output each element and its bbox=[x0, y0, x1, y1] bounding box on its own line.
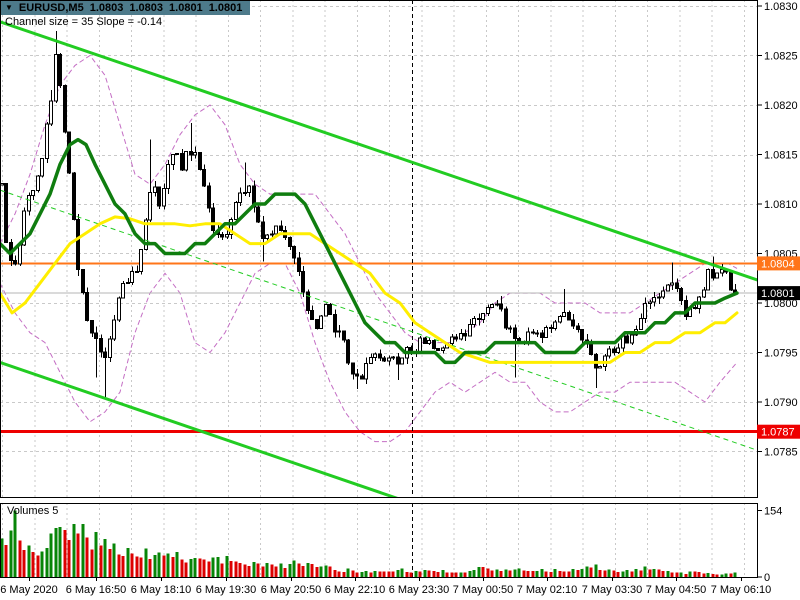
candlesticks bbox=[0, 30, 737, 398]
support-level-badge-label: 1.0787 bbox=[761, 427, 795, 439]
ohlc-open-value: 1.0803 bbox=[89, 2, 124, 14]
ohlc-high-value: 1.0803 bbox=[129, 2, 164, 14]
volumes-indicator-label: Volumes 5 bbox=[7, 505, 59, 517]
time-tick-label: 7 May 06:10 bbox=[711, 584, 772, 596]
symbol-timeframe-label: EURUSD,M5 bbox=[18, 2, 84, 14]
ma-yellow-line bbox=[0, 215, 739, 364]
time-tick-label: 6 May 20:50 bbox=[261, 584, 322, 596]
resistance-level-badge-label: 1.0804 bbox=[761, 258, 795, 270]
price-tick-label: 1.0795 bbox=[764, 348, 798, 360]
volume-tick-label: 154 bbox=[764, 506, 782, 518]
main-pane-border bbox=[0, 0, 758, 498]
regression-channel[interactable] bbox=[0, 20, 758, 600]
price-tick-label: 1.0800 bbox=[764, 298, 798, 310]
support-level-badge bbox=[757, 424, 800, 439]
price-tick-label: 1.0810 bbox=[764, 199, 798, 211]
resistance-level-badge bbox=[757, 256, 800, 271]
current-bid-badge-label: 1.0801 bbox=[761, 288, 795, 300]
price-tick-label: 1.0815 bbox=[764, 150, 798, 162]
price-tick-label: 1.0790 bbox=[764, 397, 798, 409]
channel-lower-line bbox=[0, 360, 401, 498]
volume-pane[interactable] bbox=[0, 503, 745, 578]
time-axis[interactable]: 6 May 2020 6 May 16:50 6 May 18:10 6 May 19… bbox=[0, 578, 771, 596]
grid bbox=[0, 0, 758, 498]
ohlc-low-value: 1.0801 bbox=[169, 2, 203, 14]
time-tick-label: 6 May 19:30 bbox=[196, 584, 257, 596]
volume-bars bbox=[0, 510, 737, 577]
time-tick-label: 7 May 00:50 bbox=[453, 584, 514, 596]
price-tick-label: 1.0785 bbox=[764, 447, 798, 459]
channel-upper-line bbox=[0, 20, 758, 282]
price-tick-label: 1.0820 bbox=[764, 100, 798, 112]
ma-green-line bbox=[0, 137, 739, 365]
price-tick-label: 1.0830 bbox=[764, 1, 798, 13]
time-tick-label: 6 May 18:10 bbox=[131, 584, 192, 596]
volume-tick-label: 0 bbox=[764, 572, 770, 584]
bollinger-lower-band bbox=[0, 262, 738, 443]
time-tick-label: 7 May 02:10 bbox=[517, 584, 578, 596]
time-tick-label: 7 May 04:50 bbox=[646, 584, 707, 596]
channel-info-label: Channel size = 35 Slope = -0.14 bbox=[5, 16, 163, 28]
time-tick-label: 6 May 16:50 bbox=[66, 584, 127, 596]
time-tick-label: 6 May 22:10 bbox=[325, 584, 386, 596]
time-tick-label: 6 May 2020 bbox=[0, 584, 57, 596]
price-axis[interactable]: 1.08301.08251.08201.08151.08101.08051.08… bbox=[757, 1, 800, 584]
chart-menu-arrow-icon[interactable]: ▼ bbox=[5, 3, 13, 12]
channel-middle-line bbox=[0, 189, 758, 451]
main-pane[interactable] bbox=[0, 0, 758, 600]
current-bid-badge bbox=[757, 286, 800, 301]
price-tick-label: 1.0825 bbox=[764, 51, 798, 63]
symbol-info-bar[interactable]: ▼ EURUSD,M5 1.0803 1.0803 1.0801 1.0801 bbox=[1, 1, 251, 15]
time-tick-label: 6 May 23:30 bbox=[389, 584, 450, 596]
volume-pane-border bbox=[0, 503, 758, 578]
time-tick-label: 7 May 03:30 bbox=[582, 584, 643, 596]
ohlc-close-value: 1.0801 bbox=[208, 2, 243, 14]
bollinger-bands bbox=[0, 54, 738, 443]
